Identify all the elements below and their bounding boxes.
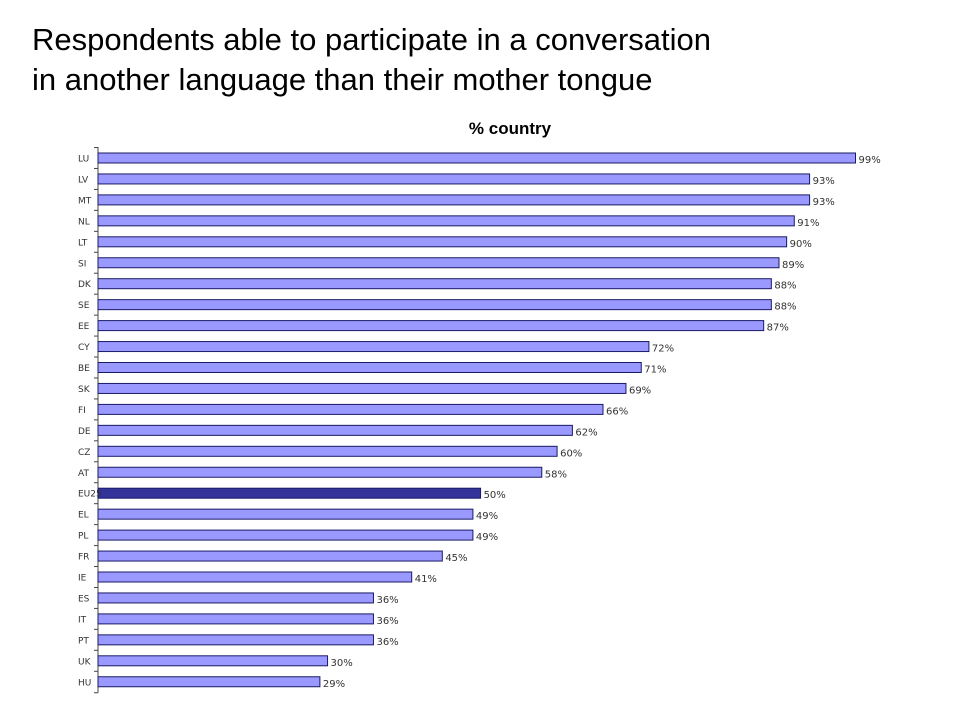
bar-dk <box>97 278 772 290</box>
value-label-be: 71% <box>644 365 666 376</box>
title-line-2: in another language than their mother to… <box>32 62 653 97</box>
category-label-hu: HU <box>78 678 91 688</box>
value-label-ee: 87% <box>767 323 789 334</box>
bar-es <box>97 592 374 604</box>
value-label-el: 49% <box>476 511 498 522</box>
value-label-ie: 41% <box>415 574 437 585</box>
bar-el <box>97 508 474 520</box>
value-label-lu: 99% <box>859 155 881 166</box>
category-label-at: AT <box>78 469 89 479</box>
value-label-sk: 69% <box>629 385 651 396</box>
bar-hu <box>97 676 321 688</box>
bar-mt <box>97 194 811 206</box>
category-label-ee: EE <box>78 322 90 332</box>
value-label-lv: 93% <box>813 176 835 187</box>
value-label-se: 88% <box>774 302 796 313</box>
category-label-si: SI <box>78 259 86 269</box>
bar-fr <box>97 550 443 562</box>
bar-cy <box>97 341 650 353</box>
value-label-at: 58% <box>545 469 567 480</box>
category-label-el: EL <box>78 511 89 521</box>
category-label-lv: LV <box>78 175 89 185</box>
category-label-lt: LT <box>78 238 88 248</box>
bar-ie <box>97 571 413 583</box>
value-label-de: 62% <box>575 427 597 438</box>
category-label-mt: MT <box>78 196 92 206</box>
title-line-1: Respondents able to participate in a con… <box>32 22 711 57</box>
category-label-fi: FI <box>78 406 86 416</box>
bar-lu <box>97 152 856 164</box>
value-label-dk: 88% <box>774 281 796 292</box>
value-label-cz: 60% <box>560 448 582 459</box>
bar-uk <box>97 655 329 667</box>
value-label-nl: 91% <box>797 218 819 229</box>
bar-se <box>97 299 772 311</box>
value-label-lt: 90% <box>790 239 812 250</box>
category-label-de: DE <box>78 427 91 437</box>
category-label-uk: UK <box>78 657 92 667</box>
bar-de <box>97 424 573 436</box>
category-label-sk: SK <box>78 385 91 395</box>
category-label-cy: CY <box>78 343 90 353</box>
category-label-nl: NL <box>78 217 90 227</box>
value-label-hu: 29% <box>323 679 345 690</box>
bar-lt <box>97 236 788 248</box>
category-label-be: BE <box>78 364 90 374</box>
value-label-uk: 30% <box>331 658 353 669</box>
bar-fi <box>97 403 604 415</box>
value-label-it: 36% <box>376 616 398 627</box>
bar-si <box>97 257 780 269</box>
bar-at <box>97 466 543 478</box>
bar-pl <box>97 529 474 541</box>
category-label-cz: CZ <box>78 448 90 458</box>
value-label-es: 36% <box>376 595 398 606</box>
value-label-si: 89% <box>782 260 804 271</box>
category-label-es: ES <box>78 594 90 604</box>
category-label-eu25: EU25 <box>78 490 102 500</box>
bar-ee <box>97 320 765 332</box>
value-label-mt: 93% <box>813 197 835 208</box>
category-label-pt: PT <box>78 636 89 646</box>
value-label-fi: 66% <box>606 406 628 417</box>
bar-sk <box>97 382 627 394</box>
bar-pt <box>97 634 374 646</box>
value-label-pt: 36% <box>376 637 398 648</box>
bar-it <box>97 613 374 625</box>
category-label-dk: DK <box>78 280 92 290</box>
value-label-pl: 49% <box>476 532 498 543</box>
bar-eu25 <box>97 487 482 499</box>
category-label-pl: PL <box>78 532 88 542</box>
bar-be <box>97 362 642 373</box>
value-label-fr: 45% <box>445 553 467 564</box>
bar-cz <box>97 445 558 457</box>
category-label-lu: LU <box>78 155 89 165</box>
category-label-it: IT <box>78 615 87 625</box>
category-label-se: SE <box>78 301 90 311</box>
category-label-fr: FR <box>78 553 89 563</box>
chart-subtitle: % country <box>468 119 552 138</box>
bar-nl <box>97 215 795 227</box>
value-label-cy: 72% <box>652 344 674 355</box>
chart-title: Respondents able to participate in a con… <box>32 20 932 100</box>
category-label-ie: IE <box>78 574 87 584</box>
value-label-eu25: 50% <box>484 490 506 501</box>
bar-lv <box>97 173 811 185</box>
